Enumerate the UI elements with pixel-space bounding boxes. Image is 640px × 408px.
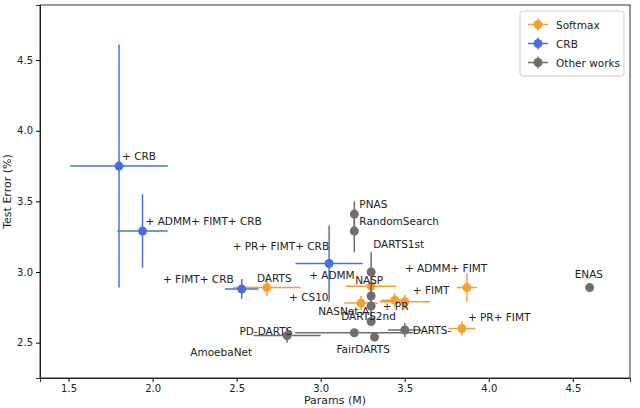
y-axis-title: Test Error (%): [1, 154, 14, 230]
tick: 4.0: [481, 378, 497, 394]
point-labels: DARTS+ ADMM+ CS10+ FIMT+ PR+ ADMM+ FIMT+…: [122, 150, 603, 358]
tick-label: 2.5: [229, 383, 245, 394]
point-label: DARTS-: [413, 324, 452, 336]
x-axis: 1.5 2.0 2.5 3.0 3.5 4.0 4.5: [41, 378, 631, 394]
legend-label: Softmax: [556, 19, 600, 31]
tick: 2.0: [145, 378, 161, 394]
point-label: PNAS: [359, 198, 387, 210]
tick: 3.5: [17, 196, 40, 207]
frame: [40, 5, 630, 378]
point: [237, 284, 246, 293]
x-axis-title: Params (M): [304, 394, 366, 407]
point-label: + ADMM+ FIMT+ CRB: [146, 215, 262, 227]
point: [370, 333, 379, 342]
point: [325, 259, 334, 268]
point-label: + FIMT: [413, 284, 450, 296]
tick-mark: [321, 378, 322, 382]
point: [138, 227, 147, 236]
point-label: FairDARTS: [337, 343, 391, 355]
point-label: DARTS: [257, 272, 292, 284]
tick-mark: [237, 378, 238, 382]
point-label: + ADMM+ FIMT: [405, 262, 488, 274]
point-label: + ADMM: [309, 269, 355, 281]
point-label: + FIMT+ CRB: [163, 273, 234, 285]
tick: 4.5: [565, 378, 581, 394]
point-label: + PR+ FIMT: [468, 311, 531, 323]
tick: 4.0: [17, 125, 40, 136]
point-label: AmoebaNet: [190, 346, 252, 358]
tick: 3.5: [397, 378, 413, 394]
legend-label: CRB: [556, 38, 578, 50]
point-label: + PR+ FIMT+ CRB: [233, 240, 329, 252]
legend-swatch: [534, 20, 543, 29]
tick-mark: [36, 201, 40, 202]
tick-label: 1.5: [61, 383, 77, 394]
legend-swatch: [534, 39, 543, 48]
tick-mark: [69, 378, 70, 382]
tick-mark: [36, 343, 40, 344]
legend-label: Other works: [556, 57, 620, 69]
legend-swatch: [534, 58, 543, 67]
legend: Softmax CRB Other works: [520, 11, 624, 76]
tick-label: 3.0: [313, 383, 329, 394]
tick-label: 4.0: [17, 125, 33, 136]
point: [350, 227, 359, 236]
tick-label: 3.5: [397, 383, 413, 394]
legend-box: [520, 11, 624, 76]
tick-mark: [405, 378, 406, 382]
tick-mark: [36, 272, 40, 273]
point-label: NASP: [355, 274, 383, 286]
point: [262, 283, 271, 292]
point: [350, 328, 359, 337]
point-label: DARTS1st: [373, 238, 424, 250]
point-label: + CS10: [289, 291, 329, 303]
point: [115, 162, 124, 171]
y-axis: 2.5 3.0 3.5 4.0 4.5: [17, 6, 40, 379]
point: [400, 325, 409, 334]
series: [70, 45, 362, 302]
point: [457, 324, 466, 333]
tick-label: 2.5: [17, 337, 33, 348]
tick-label: 4.0: [481, 383, 497, 394]
point-label: RandomSearch: [359, 215, 439, 227]
axis-line: [36, 6, 41, 379]
tick-mark: [573, 378, 574, 382]
tick: 4.5: [17, 55, 40, 66]
point-label: ENAS: [575, 268, 604, 280]
axis-line: [41, 379, 631, 383]
tick-label: 4.5: [17, 55, 33, 66]
marks: [70, 45, 594, 343]
point-label: PD-DARTS: [239, 325, 292, 337]
tick: 1.5: [61, 378, 77, 394]
tick-label: 4.5: [565, 383, 581, 394]
plot: DARTS+ ADMM+ CS10+ FIMT+ PR+ ADMM+ FIMT+…: [17, 5, 630, 394]
point-label: + CRB: [122, 150, 156, 162]
tick: 3.0: [313, 378, 329, 394]
point: [585, 283, 594, 292]
tick-mark: [36, 131, 40, 132]
tick-mark: [489, 378, 490, 382]
tick: 2.5: [229, 378, 245, 394]
tick-mark: [153, 378, 154, 382]
point: [462, 283, 471, 292]
point-label: NASNet-A: [318, 305, 370, 317]
tick-mark: [36, 60, 40, 61]
tick-label: 3.0: [17, 267, 33, 278]
series: [253, 201, 594, 342]
tick-label: 3.5: [17, 196, 33, 207]
tick: 3.0: [17, 267, 40, 278]
tick: 2.5: [17, 337, 40, 348]
tick-label: 2.0: [145, 383, 161, 394]
